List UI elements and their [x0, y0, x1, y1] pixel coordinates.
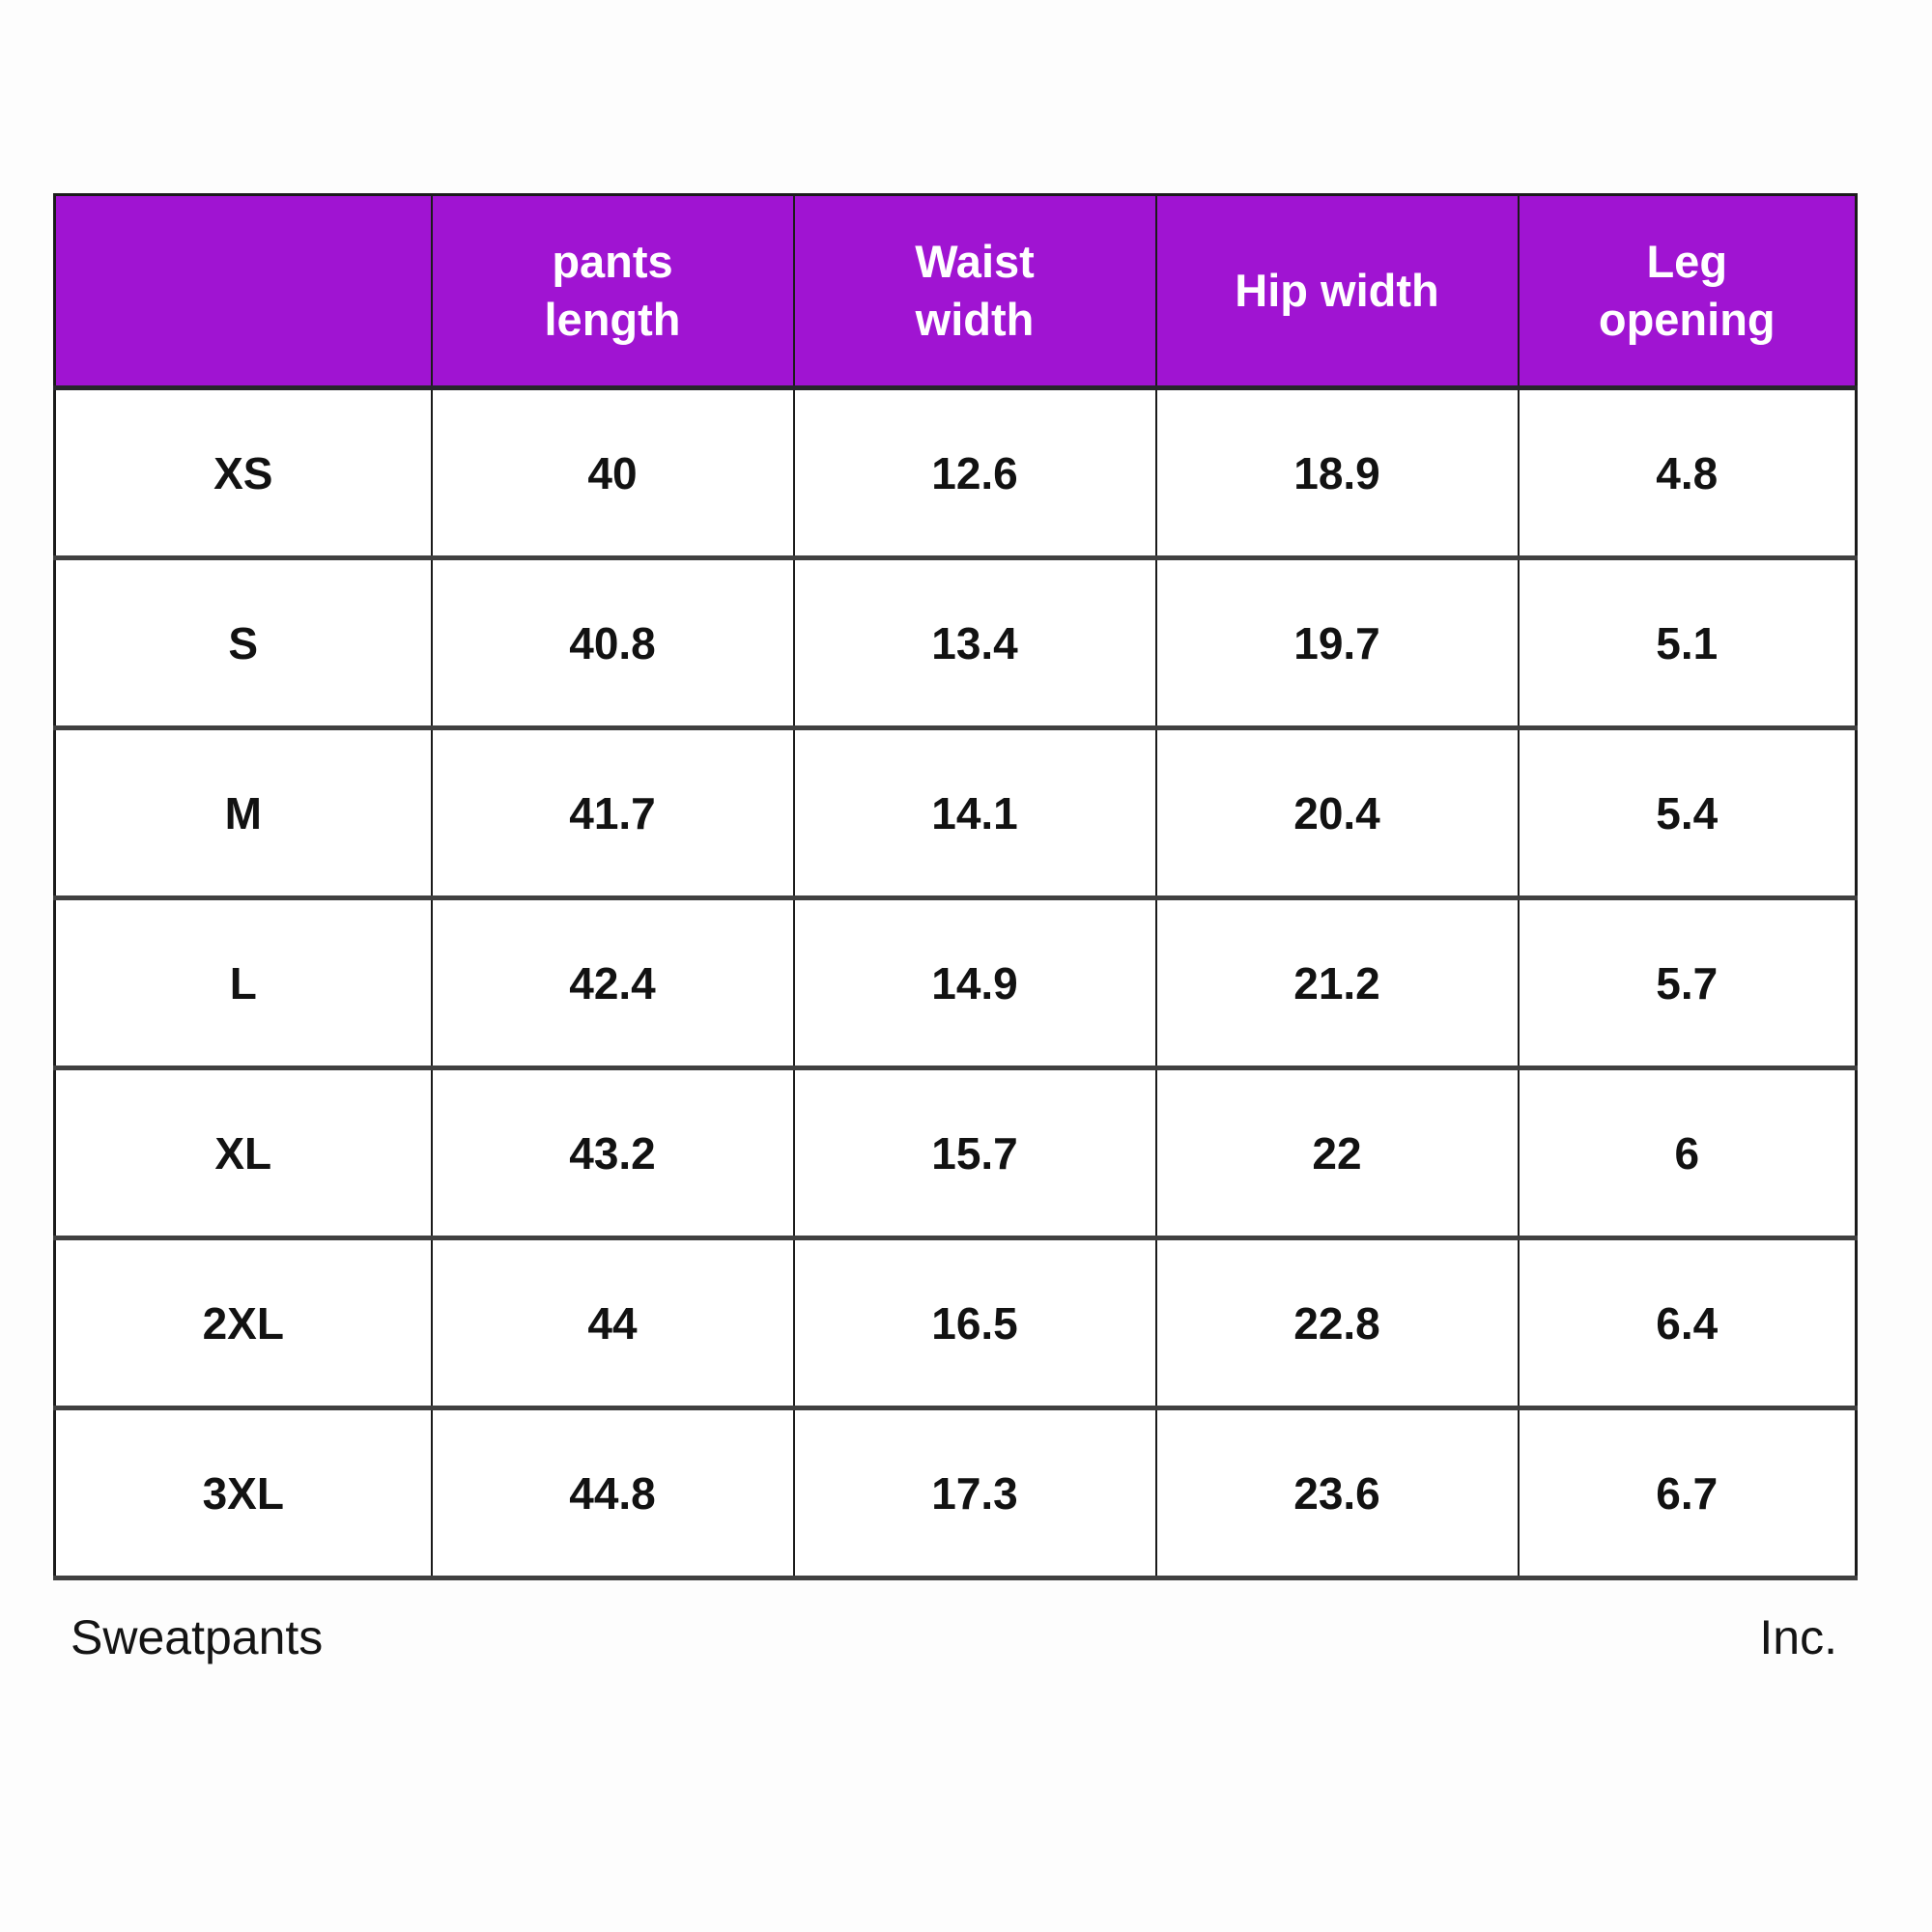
value-cell: 22.8: [1154, 1236, 1520, 1410]
value-cell: 40.8: [430, 555, 795, 730]
table-row: M 41.7 14.1 20.4 5.4: [53, 725, 1858, 900]
value-cell: 6.7: [1517, 1406, 1858, 1580]
value-cell: 5.7: [1517, 895, 1858, 1070]
table-row: L 42.4 14.9 21.2 5.7: [53, 895, 1858, 1070]
value-cell: 44: [430, 1236, 795, 1410]
footer-right-label: Inc.: [1759, 1610, 1837, 1664]
size-cell: 2XL: [53, 1236, 433, 1410]
value-cell: 16.5: [792, 1236, 1157, 1410]
header-row: pants length Waist width Hip width Leg o…: [53, 193, 1858, 390]
value-cell: 44.8: [430, 1406, 795, 1580]
value-cell: 23.6: [1154, 1406, 1520, 1580]
footer-left-label: Sweatpants: [71, 1610, 324, 1664]
value-cell: 5.1: [1517, 555, 1858, 730]
column-header-hip-width: Hip width: [1154, 193, 1520, 390]
size-cell: L: [53, 895, 433, 1070]
value-cell: 17.3: [792, 1406, 1157, 1580]
value-cell: 20.4: [1154, 725, 1520, 900]
value-cell: 43.2: [430, 1065, 795, 1240]
value-cell: 15.7: [792, 1065, 1157, 1240]
footer: Sweatpants Inc.: [53, 1594, 1855, 1681]
size-cell: 3XL: [53, 1406, 433, 1580]
value-cell: 41.7: [430, 725, 795, 900]
table-row: 3XL 44.8 17.3 23.6 6.7: [53, 1406, 1858, 1580]
value-cell: 5.4: [1517, 725, 1858, 900]
table-body: XS 40 12.6 18.9 4.8 S 40.8 13.4 19.7 5.1…: [53, 385, 1858, 1580]
size-cell: XL: [53, 1065, 433, 1240]
value-cell: 40: [430, 385, 795, 560]
value-cell: 22: [1154, 1065, 1520, 1240]
size-cell: M: [53, 725, 433, 900]
value-cell: 18.9: [1154, 385, 1520, 560]
table-row: S 40.8 13.4 19.7 5.1: [53, 555, 1858, 730]
table-row: XL 43.2 15.7 22 6: [53, 1065, 1858, 1240]
table-row: XS 40 12.6 18.9 4.8: [53, 385, 1858, 560]
column-header-size: [53, 193, 433, 390]
size-cell: XS: [53, 385, 433, 560]
value-cell: 12.6: [792, 385, 1157, 560]
column-header-leg-opening: Leg opening: [1517, 193, 1858, 390]
value-cell: 6: [1517, 1065, 1858, 1240]
value-cell: 21.2: [1154, 895, 1520, 1070]
table-row: 2XL 44 16.5 22.8 6.4: [53, 1236, 1858, 1410]
value-cell: 6.4: [1517, 1236, 1858, 1410]
value-cell: 19.7: [1154, 555, 1520, 730]
table-header: pants length Waist width Hip width Leg o…: [53, 193, 1858, 390]
value-cell: 14.9: [792, 895, 1157, 1070]
column-header-waist-width: Waist width: [792, 193, 1157, 390]
value-cell: 14.1: [792, 725, 1157, 900]
value-cell: 13.4: [792, 555, 1157, 730]
value-cell: 4.8: [1517, 385, 1858, 560]
column-header-pants-length: pants length: [430, 193, 795, 390]
size-chart-table: pants length Waist width Hip width Leg o…: [53, 193, 1858, 1580]
size-cell: S: [53, 555, 433, 730]
value-cell: 42.4: [430, 895, 795, 1070]
